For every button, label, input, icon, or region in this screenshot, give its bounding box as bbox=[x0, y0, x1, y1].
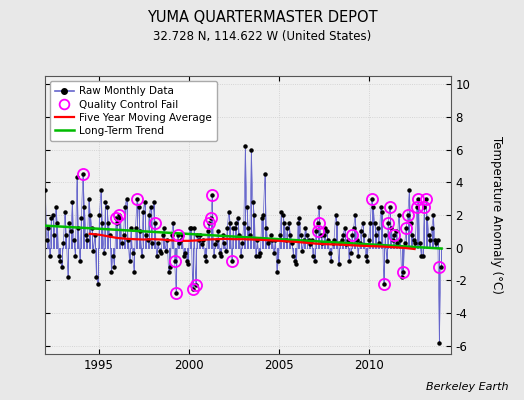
Y-axis label: Temperature Anomaly (°C): Temperature Anomaly (°C) bbox=[490, 136, 503, 294]
Legend: Raw Monthly Data, Quality Control Fail, Five Year Moving Average, Long-Term Tren: Raw Monthly Data, Quality Control Fail, … bbox=[50, 81, 217, 141]
Text: YUMA QUARTERMASTER DEPOT: YUMA QUARTERMASTER DEPOT bbox=[147, 10, 377, 25]
Text: Berkeley Earth: Berkeley Earth bbox=[426, 382, 508, 392]
Text: 32.728 N, 114.622 W (United States): 32.728 N, 114.622 W (United States) bbox=[153, 30, 371, 43]
